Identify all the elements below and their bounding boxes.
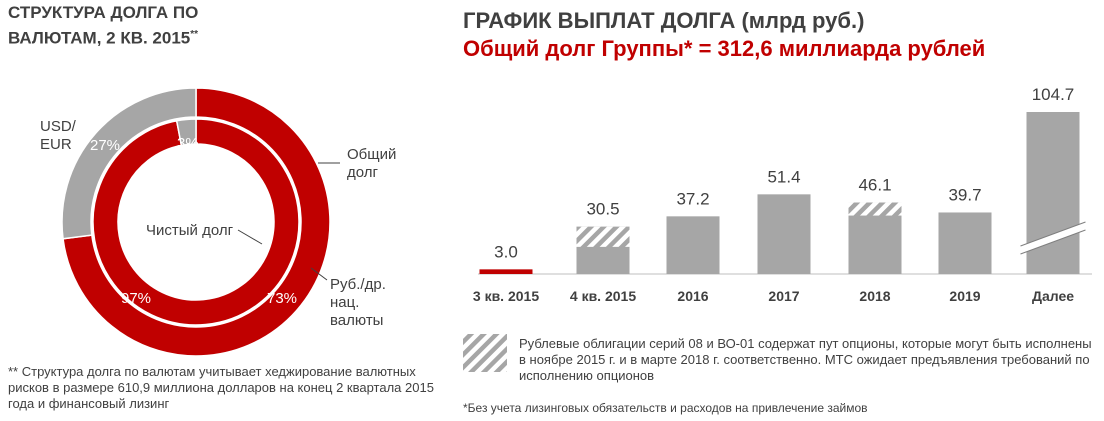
bar-4-put-option: [848, 202, 902, 216]
axis-break-line-2: [1020, 229, 1086, 255]
donut-inner-slice-1: [175, 118, 197, 147]
total-debt-label-line1: Общий: [347, 146, 397, 163]
rub-label-line2: нац.: [330, 294, 360, 311]
bar-value-label-1: 30.5: [586, 200, 619, 219]
total-debt-label-line2: долг: [347, 164, 378, 181]
bar-2: [666, 216, 720, 274]
leader-line-net: [237, 229, 263, 245]
rub-label-line3: валюты: [330, 312, 384, 329]
pct-label-outer-rub: 73%: [267, 290, 298, 307]
bar-layer: 3.0 3 кв. 2015 30.5 4 кв. 2015 37.2 2016 51.4 2…: [473, 85, 1086, 304]
bar-value-label-3: 51.4: [767, 167, 800, 186]
axis-break-gap: [1020, 222, 1086, 254]
bar-category-label-1: 4 кв. 2015: [570, 288, 636, 304]
bar-category-label-6: Далее: [1032, 288, 1074, 304]
bar-value-label-5: 39.7: [948, 185, 981, 204]
bar-category-label-0: 3 кв. 2015: [473, 288, 539, 304]
net-debt-label: Чистый долг: [146, 222, 234, 239]
usd-eur-label: USD/ EUR: [40, 118, 76, 154]
bar-0: [479, 269, 533, 274]
bar-chart-title: ГРАФИК ВЫПЛАТ ДОЛГА (млрд руб.): [463, 8, 865, 33]
donut-title-line2-wrap: ВАЛЮТАМ, 2 КВ. 2015**: [8, 24, 298, 50]
bar-5: [938, 212, 992, 274]
bar-3: [757, 194, 811, 274]
leader-line-rub: [310, 267, 328, 281]
bar-category-label-2: 2016: [677, 288, 708, 304]
bar-value-label-0: 3.0: [494, 242, 518, 261]
bar-chart-footnote: *Без учета лизинговых обязательств и рас…: [463, 401, 868, 415]
bar-category-label-4: 2018: [859, 288, 890, 304]
donut-title-line2: ВАЛЮТАМ, 2 КВ. 2015: [8, 28, 191, 48]
donut-layer: [61, 87, 331, 357]
axis-break-line-1: [1020, 221, 1086, 247]
usd-eur-label-line1: USD/: [40, 118, 76, 135]
bar-category-label-3: 2017: [768, 288, 799, 304]
donut-outer-slice-1: [61, 87, 197, 240]
put-option-legend-swatch: [463, 334, 507, 372]
donut-outer-slice-0: [62, 87, 331, 357]
bar-value-label-6: 104.7: [1032, 85, 1075, 104]
donut-chart: [61, 87, 340, 357]
total-debt-label: Общий долг: [347, 146, 396, 182]
bar-value-label-4: 46.1: [858, 176, 891, 195]
bar-category-label-5: 2019: [949, 288, 980, 304]
donut-footnote: ** Структура долга по валютам учитывает …: [8, 364, 434, 411]
donut-inner-slice-0: [92, 118, 300, 326]
pct-label-outer-usd: 27%: [90, 137, 121, 154]
pct-label-inner-usd: 3%: [177, 135, 199, 152]
donut-title-sup: **: [190, 29, 199, 40]
bar-6: [1026, 112, 1080, 274]
bar-1-put-option: [576, 226, 630, 247]
rub-label: Руб./др. нац. валюты: [330, 276, 386, 330]
bar-chart-subtitle: Общий долг Группы* = 312,6 миллиарда руб…: [463, 36, 986, 61]
donut-chart-title: СТРУКТУРА ДОЛГА ПО ВАЛЮТАМ, 2 КВ. 2015**: [8, 2, 298, 50]
bar-value-label-2: 37.2: [676, 189, 709, 208]
put-option-legend-text: Рублевые облигации серий 08 и ВО-01 соде…: [519, 336, 1092, 383]
rub-label-line1: Руб./др.: [330, 276, 386, 293]
usd-eur-label-line2: EUR: [40, 136, 72, 153]
donut-title-line1: СТРУКТУРА ДОЛГА ПО: [8, 3, 199, 22]
pct-label-inner-rub: 97%: [121, 290, 152, 307]
